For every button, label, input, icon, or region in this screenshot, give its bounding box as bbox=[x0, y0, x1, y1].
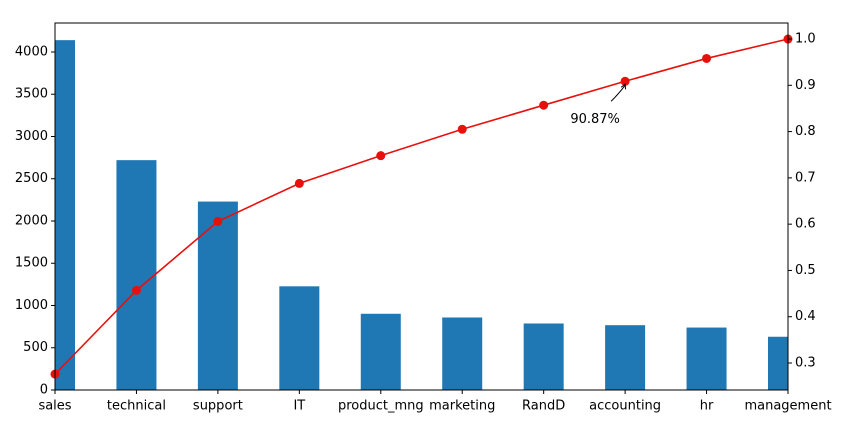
marker bbox=[702, 53, 712, 63]
marker bbox=[294, 178, 304, 188]
y2-tick-label: 0.8 bbox=[795, 124, 816, 139]
annotation: 90.87% bbox=[570, 112, 620, 127]
marker bbox=[376, 151, 386, 161]
x-tick-label: management bbox=[744, 399, 831, 414]
bar-layer bbox=[55, 40, 788, 390]
y-tick-label: 1000 bbox=[15, 298, 48, 313]
bar bbox=[55, 40, 75, 390]
annotation-arrowhead bbox=[620, 83, 627, 90]
marker bbox=[539, 100, 549, 110]
y-tick-label: 2500 bbox=[15, 171, 48, 186]
x-tick-label: accounting bbox=[589, 399, 661, 414]
annotation-arrow bbox=[610, 84, 626, 102]
y2-tick-label: 0.9 bbox=[795, 78, 816, 93]
bar bbox=[686, 327, 727, 390]
y2-tick-label: 0.5 bbox=[795, 263, 816, 278]
marker bbox=[620, 76, 630, 86]
marker bbox=[457, 124, 467, 134]
y2-tick-label: 0.6 bbox=[795, 217, 816, 232]
y2-tick-label: 1.0 bbox=[795, 32, 816, 47]
bar bbox=[605, 325, 646, 390]
bar bbox=[197, 201, 238, 390]
plot-frame bbox=[54, 22, 789, 391]
y-tick-label: 500 bbox=[23, 340, 48, 355]
x-tick-label: technical bbox=[107, 399, 166, 414]
y-tick-label: 2000 bbox=[15, 213, 48, 228]
line-layer bbox=[50, 34, 793, 379]
y-tick-label: 4000 bbox=[15, 44, 48, 59]
x-tick-label: RandD bbox=[522, 399, 565, 414]
x-tick-label: sales bbox=[38, 399, 71, 414]
line bbox=[54, 38, 789, 375]
bar bbox=[116, 160, 157, 390]
y-tick-label: 1500 bbox=[15, 256, 48, 271]
bar bbox=[523, 323, 564, 390]
marker bbox=[213, 216, 223, 226]
y2-tick-label: 0.7 bbox=[795, 170, 816, 185]
y-tick-label: 0 bbox=[40, 383, 48, 398]
bar bbox=[768, 336, 788, 390]
x-tick-label: support bbox=[193, 399, 243, 414]
y2-tick-label: 0.4 bbox=[795, 309, 816, 324]
bar bbox=[360, 313, 401, 390]
x-tick-label: product_mng bbox=[338, 399, 424, 414]
bar bbox=[442, 317, 483, 390]
y2-tick-label: 0.3 bbox=[795, 356, 816, 371]
bar bbox=[279, 286, 320, 390]
marker bbox=[131, 285, 141, 295]
x-tick-label: IT bbox=[293, 399, 305, 414]
y-tick-label: 3000 bbox=[15, 129, 48, 144]
x-tick-label: marketing bbox=[429, 399, 495, 414]
x-tick-label: hr bbox=[700, 399, 714, 414]
y-tick-label: 3500 bbox=[15, 87, 48, 102]
